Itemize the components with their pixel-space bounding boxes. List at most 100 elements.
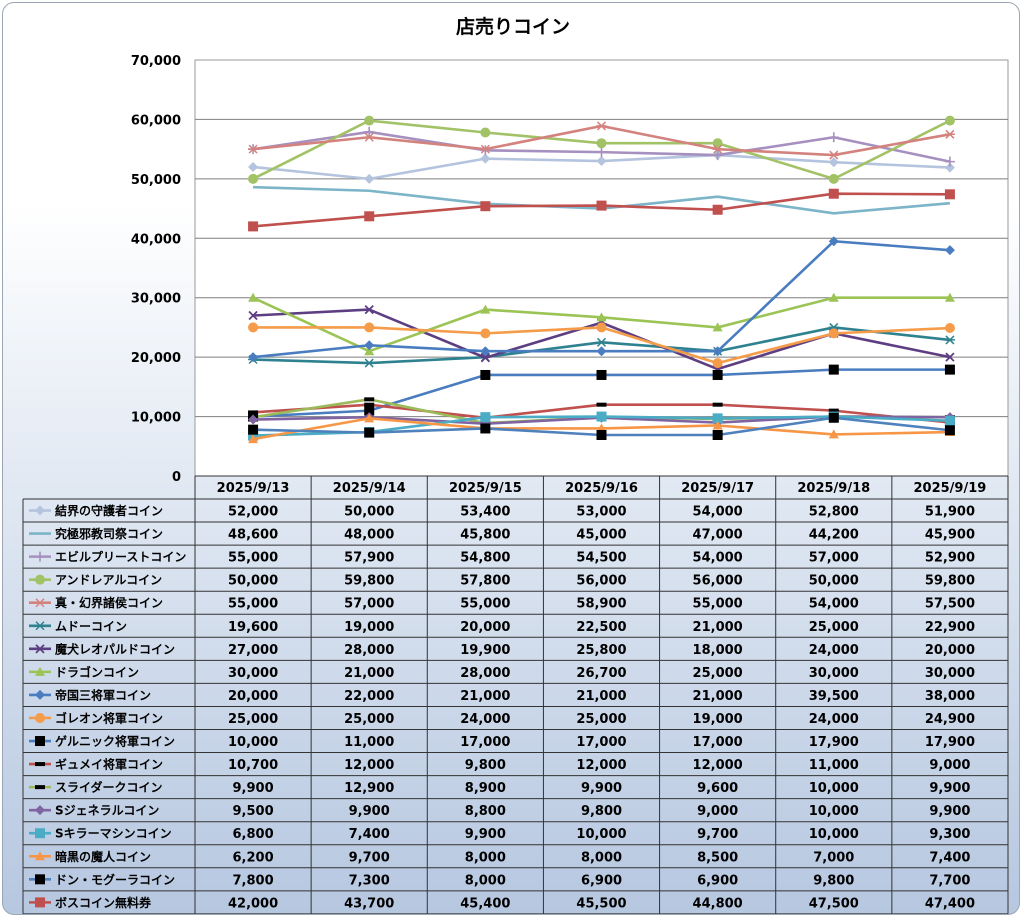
data-value: 7,800 [233, 873, 274, 888]
data-point-marker [828, 173, 839, 184]
data-point-marker [35, 874, 45, 885]
series-name: Sキラーマシンコイン [55, 827, 172, 841]
table-row: スライダークコイン 9,900 12,900 8,900 9,900 9,600 10,00… [29, 780, 970, 796]
data-value: 7,000 [813, 850, 854, 865]
data-point-marker [944, 425, 955, 436]
category-label: 2025/9/13 [217, 481, 290, 496]
data-value: 7,400 [929, 850, 970, 865]
y-tick-label: 60,000 [131, 113, 181, 128]
data-value: 50,000 [344, 505, 394, 520]
table-row: Sジェネラルコイン 9,500 9,900 8,800 9,800 9,000 10,000… [29, 804, 970, 819]
data-point-marker [712, 346, 723, 357]
data-value: 57,000 [809, 551, 859, 566]
data-value: 10,000 [576, 827, 626, 842]
data-point-marker [364, 126, 375, 137]
category-label: 2025/9/14 [333, 481, 406, 496]
data-value: 9,900 [929, 804, 970, 819]
data-value: 9,800 [581, 804, 622, 819]
data-value: 55,000 [693, 597, 743, 612]
data-value: 28,000 [344, 643, 394, 658]
table-row: ボスコイン無料券 42,000 43,700 45,400 45,500 44,800 47… [29, 895, 975, 911]
data-value: 44,800 [693, 896, 743, 911]
data-point-marker [364, 402, 375, 407]
data-value: 50,000 [228, 574, 278, 589]
data-point-marker [35, 828, 45, 839]
table-row: ゴレオン将軍コイン 25,000 25,000 24,000 25,000 19,000 2… [29, 710, 975, 727]
data-point-marker [828, 412, 839, 423]
data-value: 25,000 [344, 712, 394, 727]
data-value: 42,000 [228, 896, 278, 911]
data-point-marker [248, 434, 259, 444]
data-point-marker [480, 304, 491, 314]
data-value: 22,000 [344, 689, 394, 704]
data-point-marker [828, 150, 839, 160]
data-point-marker [248, 144, 259, 154]
data-point-marker [364, 397, 375, 402]
table-row: 真・幻界諸侯コイン 55,000 57,000 55,000 58,900 55,000 5… [29, 595, 975, 612]
data-point-marker [248, 292, 259, 302]
data-point-marker [596, 138, 607, 149]
data-value: 19,000 [344, 620, 394, 635]
data-value: 45,400 [460, 896, 510, 911]
data-point-marker [828, 188, 839, 199]
data-point-marker [828, 292, 839, 302]
series-5 [248, 121, 955, 160]
data-value: 12,000 [576, 758, 626, 773]
data-point-marker [480, 346, 491, 357]
series-name: スライダークコイン [55, 780, 163, 795]
data-point-marker [364, 304, 374, 315]
data-point-marker [35, 805, 45, 816]
data-value: 19,600 [228, 620, 278, 635]
y-tick-label: 20,000 [131, 351, 181, 366]
table-row: ムドーコイン 19,600 19,000 20,000 22,500 21,000 25,0… [29, 619, 975, 635]
data-point-marker [944, 129, 955, 139]
data-value: 57,500 [925, 597, 975, 612]
data-value: 9,300 [929, 827, 970, 842]
data-point-marker [596, 369, 607, 380]
series-1 [248, 150, 955, 184]
data-point-marker [944, 156, 955, 167]
data-value: 10,000 [228, 735, 278, 750]
data-value: 48,000 [344, 528, 394, 543]
data-point-marker [596, 312, 607, 322]
data-point-marker [364, 322, 375, 333]
table-row: アンドレアルコイン 50,000 59,800 57,800 56,000 56,000 5… [29, 573, 975, 589]
data-value: 9,900 [233, 781, 274, 796]
data-value: 25,000 [809, 620, 859, 635]
data-point-marker [480, 412, 491, 423]
data-point-marker [596, 346, 607, 357]
table-row: 結界の守護者コイン 52,000 50,000 53,400 53,000 54,000 5… [29, 503, 975, 520]
data-point-marker [35, 551, 45, 562]
data-value: 17,900 [925, 735, 975, 750]
data-value: 7,300 [349, 873, 390, 888]
data-point-marker [248, 161, 259, 172]
data-value: 45,000 [576, 528, 626, 543]
data-value: 57,000 [344, 597, 394, 612]
data-point-marker [596, 121, 607, 131]
y-tick-label: 30,000 [131, 292, 181, 307]
data-value: 6,900 [697, 873, 738, 888]
table-row: 究極邪教司祭コイン 48,600 48,000 45,800 45,000 47,000 4… [29, 526, 975, 543]
data-value: 9,800 [465, 758, 506, 773]
data-value: 11,000 [809, 758, 859, 773]
data-value: 55,000 [460, 597, 510, 612]
data-point-marker [35, 644, 45, 654]
data-value: 21,000 [460, 689, 510, 704]
data-point-marker [945, 352, 955, 362]
series-name: 暗黒の魔人コイン [55, 849, 151, 864]
data-point-marker [712, 322, 723, 332]
data-point-marker [596, 337, 607, 347]
table-row: 帝国三将軍コイン 20,000 22,000 21,000 21,000 21,000 39… [29, 687, 975, 704]
data-point-marker [480, 353, 490, 363]
data-value: 59,800 [925, 574, 975, 589]
data-value: 7,700 [929, 873, 970, 888]
data-value: 54,800 [460, 551, 510, 566]
series-name: ドラゴンコイン [55, 664, 139, 679]
data-value: 20,000 [460, 620, 510, 635]
data-value: 19,000 [693, 712, 743, 727]
data-point-marker [596, 322, 607, 333]
data-value: 9,900 [581, 781, 622, 796]
data-value: 30,000 [228, 666, 278, 681]
data-point-marker [712, 144, 723, 154]
